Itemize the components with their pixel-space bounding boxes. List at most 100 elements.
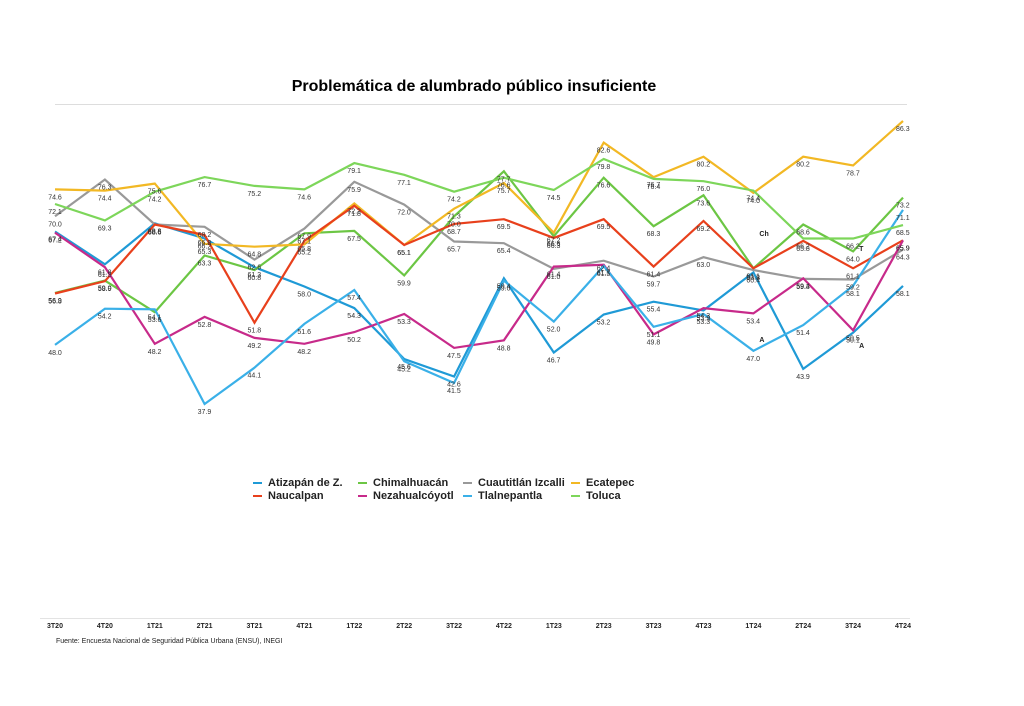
data-label-nezahualcoyotl: 48.8 — [497, 345, 511, 352]
data-label-cuautitlan-izcalli: 63.0 — [697, 262, 711, 269]
data-label-ecatepec: 82.6 — [597, 148, 611, 155]
data-label-toluca: 76.4 — [647, 184, 661, 191]
x-tick-label: 4T20 — [97, 623, 113, 630]
legend-item-chimalhuacan: Chimalhuacán — [358, 476, 463, 489]
data-label-ecatepec: 74.0 — [746, 198, 760, 205]
x-axis-line — [40, 618, 910, 619]
data-label-toluca: 79.8 — [597, 164, 611, 171]
data-label-toluca: 74.6 — [297, 194, 311, 201]
data-label-ecatepec: 86.3 — [896, 126, 910, 133]
legend-label: Ecatepec — [586, 476, 635, 489]
chart-title: Problemática de alumbrado público insufi… — [291, 78, 657, 95]
data-label-nezahualcoyotl: 61.7 — [597, 270, 611, 277]
data-label-ecatepec: 76.7 — [647, 182, 661, 189]
legend-item-cuautitlan-izcalli: Cuautitlán Izcalli — [463, 476, 571, 489]
data-label-toluca: 74.2 — [447, 197, 461, 204]
data-label-tlalnepantla: 37.9 — [198, 409, 212, 416]
data-label-cuautitlan-izcalli: 68.2 — [198, 232, 212, 239]
data-label-nezahualcoyotl: 65.9 — [896, 245, 910, 252]
legend-swatch — [571, 494, 580, 497]
data-label-naucalpan: 69.5 — [497, 224, 511, 231]
series-line-tlalnepantla — [54, 209, 904, 406]
data-label-ecatepec: 65.3 — [198, 249, 212, 256]
data-label-atizapan-de-z: 58.0 — [297, 292, 311, 299]
data-label-tlalnepantla: 57.4 — [347, 295, 361, 302]
data-label-tlalnepantla: 45.2 — [397, 366, 411, 373]
data-label-cuautitlan-izcalli: 59.2 — [846, 285, 860, 292]
legend-item-atizapan-de-z: Atizapán de Z. — [253, 476, 358, 489]
legend-swatch — [253, 481, 262, 484]
data-label-cuautitlan-izcalli: 75.9 — [347, 187, 361, 194]
legend-label: Atizapán de Z. — [268, 476, 343, 489]
data-label-naucalpan: 69.2 — [697, 226, 711, 233]
data-label-tlalnepantla: 41.5 — [447, 388, 461, 395]
legend-swatch — [358, 494, 367, 497]
data-label-nezahualcoyotl: 47.5 — [447, 353, 461, 360]
series-line-cuautitlan-izcalli — [54, 178, 904, 281]
x-tick-label: 3T23 — [646, 623, 662, 630]
legend-label: Nezahualcóyotl — [373, 489, 454, 502]
data-label-chimalhuacan: 73.2 — [896, 203, 910, 210]
data-label-cuautitlan-izcalli: 76.3 — [98, 185, 112, 192]
data-label-chimalhuacan: 59.9 — [397, 280, 411, 287]
legend-label: Tlalnepantla — [478, 489, 543, 502]
data-label-tlalnepantla: 52.0 — [547, 327, 561, 334]
data-label-chimalhuacan: 76.6 — [597, 183, 611, 190]
x-tick-label: 4T24 — [895, 623, 911, 630]
data-label-naucalpan: 61.1 — [746, 273, 760, 280]
data-label-tlalnepantla: 54.1 — [148, 314, 162, 321]
data-label-naucalpan: 65.1 — [397, 250, 411, 257]
data-label-atizapan-de-z: 60.4 — [746, 277, 760, 284]
data-label-naucalpan: 71.8 — [347, 211, 361, 218]
legend-item-ecatepec: Ecatepec — [571, 476, 681, 489]
data-label-nezahualcoyotl: 48.2 — [148, 349, 162, 356]
data-label-cuautitlan-izcalli: 59.3 — [796, 284, 810, 291]
data-label-naucalpan: 66.8 — [198, 240, 212, 247]
x-tick-label: 1T23 — [546, 623, 562, 630]
x-axis-ticks: 3T20 4T20 1T21 2T21 3T21 4T21 1T22 2T22 3T22 4T22… — [47, 623, 911, 630]
data-label-atizapan-de-z: 54.3 — [347, 313, 361, 320]
source-note: Fuente: Encuesta Nacional de Seguridad P… — [56, 638, 283, 645]
data-label-ecatepec: 74.4 — [98, 196, 112, 203]
data-label-ecatepec: 64.8 — [248, 252, 262, 259]
annotation-label: A — [759, 337, 764, 344]
legend-label: Toluca — [586, 489, 621, 502]
data-label-cuautitlan-izcalli: 64.3 — [896, 255, 910, 262]
data-label-atizapan-de-z: 55.4 — [647, 307, 661, 314]
data-label-chimalhuacan: 68.6 — [796, 230, 810, 237]
data-label-toluca: 74.4 — [746, 196, 760, 203]
data-label-tlalnepantla: 51.1 — [647, 332, 661, 339]
data-label-cuautitlan-izcalli: 67.9 — [297, 234, 311, 241]
data-label-naucalpan: 56.8 — [48, 299, 62, 306]
data-label-naucalpan: 61.1 — [846, 273, 860, 280]
data-label-atizapan-de-z: 43.9 — [796, 374, 810, 381]
data-label-tlalnepantla: 53.3 — [697, 319, 711, 326]
x-tick-label: 4T22 — [496, 623, 512, 630]
legend-swatch — [358, 481, 367, 484]
data-label-toluca: 76.7 — [198, 182, 212, 189]
data-label-cuautitlan-izcalli: 62.6 — [248, 265, 262, 272]
data-label-naucalpan: 65.9 — [896, 245, 910, 252]
legend-item-tlalnepantla: Tlalnepantla — [463, 489, 571, 502]
data-label-chimalhuacan: 70.0 — [447, 221, 461, 228]
data-label-tlalnepantla: 58.1 — [846, 291, 860, 298]
annotations: Ch A T A — [759, 231, 864, 350]
data-label-toluca: 69.3 — [98, 225, 112, 232]
legend-label: Cuautitlán Izcalli — [478, 476, 565, 489]
data-label-cuautitlan-izcalli: 61.0 — [547, 274, 561, 281]
data-label-cuautitlan-izcalli: 70.0 — [48, 221, 62, 228]
data-label-toluca: 74.2 — [148, 197, 162, 204]
data-label-cuautitlan-izcalli: 62.4 — [597, 266, 611, 273]
data-label-nezahualcoyotl: 49.8 — [647, 339, 661, 346]
data-label-atizapan-de-z: 42.6 — [447, 382, 461, 389]
data-label-naucalpan: 58.9 — [98, 286, 112, 293]
data-label-nezahualcoyotl: 54.3 — [697, 313, 711, 320]
series-line-chimalhuacan — [54, 169, 904, 314]
data-label-cuautitlan-izcalli: 65.7 — [447, 247, 461, 254]
data-label-tlalnepantla: 61.5 — [597, 271, 611, 278]
x-tick-label: 2T22 — [396, 623, 412, 630]
legend-swatch — [463, 481, 472, 484]
annotation-label: T — [859, 246, 864, 253]
data-label-naucalpan: 61.4 — [647, 272, 661, 279]
series-lines — [54, 120, 904, 406]
